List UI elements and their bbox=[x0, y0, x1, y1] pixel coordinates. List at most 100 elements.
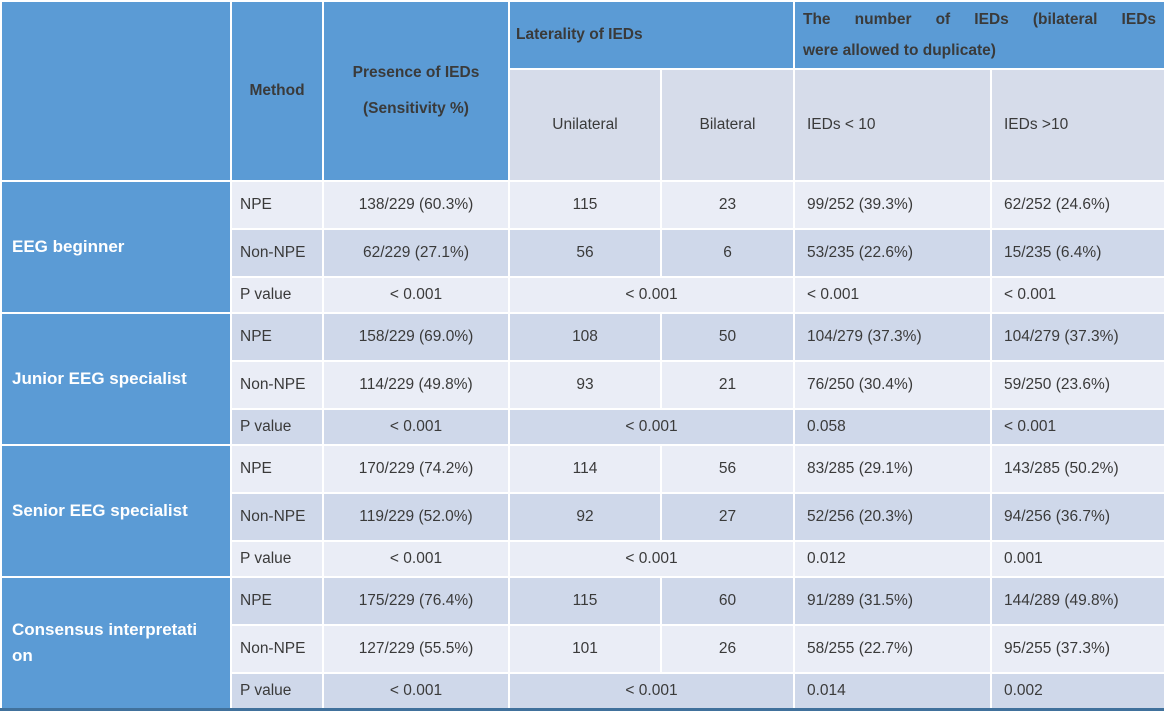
unilateral-cell: 114 bbox=[508, 444, 662, 494]
ieds-lt10-cell: 83/285 (29.1%) bbox=[793, 444, 992, 494]
ieds-gt10-cell: 144/289 (49.8%) bbox=[989, 576, 1164, 626]
presence-cell: 158/229 (69.0%) bbox=[322, 312, 510, 362]
corner-header-cell bbox=[0, 0, 232, 182]
bilateral-cell: 6 bbox=[660, 228, 795, 278]
ieds-lt10-cell: 104/279 (37.3%) bbox=[793, 312, 992, 362]
presence-cell: 170/229 (74.2%) bbox=[322, 444, 510, 494]
presence-cell: < 0.001 bbox=[322, 672, 510, 710]
ieds-lt10-cell: 76/250 (30.4%) bbox=[793, 360, 992, 410]
ieds-lt10-cell: 53/235 (22.6%) bbox=[793, 228, 992, 278]
table-row: EEG beginner NPE 138/229 (60.3%) 115 23 … bbox=[0, 180, 1164, 314]
bilateral-cell: 26 bbox=[660, 624, 795, 674]
method-cell: Non-NPE bbox=[230, 492, 324, 542]
number-header-line2: were allowed to duplicate) bbox=[803, 42, 996, 59]
method-cell: P value bbox=[230, 408, 324, 446]
table-row: Non-NPE 114/229 (49.8%) 93 21 76/250 (30… bbox=[1, 360, 1164, 410]
presence-cell: < 0.001 bbox=[322, 408, 510, 446]
unilateral-cell: 101 bbox=[508, 624, 662, 674]
number-header-line1: The number of IEDs (bilateral IEDs bbox=[803, 11, 1157, 28]
presence-cell: 127/229 (55.5%) bbox=[322, 624, 510, 674]
ieds-lt10-cell: 99/252 (39.3%) bbox=[793, 180, 992, 230]
presence-cell: 175/229 (76.4%) bbox=[322, 576, 510, 626]
presence-header-line1: Presence of IEDs bbox=[352, 64, 480, 81]
p-laterality-cell: < 0.001 bbox=[508, 672, 795, 710]
unilateral-cell: 115 bbox=[508, 576, 662, 626]
ieds-lt10-cell: 0.058 bbox=[793, 408, 992, 446]
presence-cell: 119/229 (52.0%) bbox=[322, 492, 510, 542]
method-header-cell: Method bbox=[230, 0, 324, 182]
method-cell: Non-NPE bbox=[230, 624, 324, 674]
unilateral-cell: 92 bbox=[508, 492, 662, 542]
bilateral-cell: 27 bbox=[660, 492, 795, 542]
bilateral-cell: 23 bbox=[660, 180, 795, 230]
ieds-gt10-cell: 94/256 (36.7%) bbox=[989, 492, 1164, 542]
bilateral-cell: 60 bbox=[660, 576, 795, 626]
method-cell: P value bbox=[230, 276, 324, 314]
ieds-lt10-cell: 0.014 bbox=[793, 672, 992, 710]
presence-header-line2: (Sensitivity %) bbox=[363, 100, 469, 117]
group-label-cell: Senior EEG specialist bbox=[0, 444, 232, 578]
table-row: Non-NPE 119/229 (52.0%) 92 27 52/256 (20… bbox=[1, 492, 1164, 542]
presence-cell: < 0.001 bbox=[322, 276, 510, 314]
ieds-gt10-cell: < 0.001 bbox=[989, 408, 1164, 446]
unilateral-cell: 56 bbox=[508, 228, 662, 278]
method-cell: Non-NPE bbox=[230, 228, 324, 278]
table-row: P value < 0.001 < 0.001 0.058 < 0.001 bbox=[1, 408, 1164, 446]
header-row-top: Method Presence of IEDs (Sensitivity %) … bbox=[0, 0, 1164, 182]
ieds-lt10-cell: 52/256 (20.3%) bbox=[793, 492, 992, 542]
number-of-ieds-header-cell: The number of IEDs (bilateral IEDs were … bbox=[792, 0, 1164, 70]
group-label-cell: Consensus interpretation bbox=[0, 576, 232, 710]
table-row: Junior EEG specialist NPE 158/229 (69.0%… bbox=[0, 312, 1164, 446]
table-row: P value < 0.001 < 0.001 < 0.001 < 0.001 bbox=[1, 276, 1164, 314]
method-cell: NPE bbox=[230, 444, 324, 494]
ieds-gt10-cell: 95/255 (37.3%) bbox=[989, 624, 1164, 674]
p-laterality-cell: < 0.001 bbox=[508, 540, 795, 578]
method-cell: P value bbox=[230, 540, 324, 578]
table-row: P value < 0.001 < 0.001 0.012 0.001 bbox=[1, 540, 1164, 578]
method-cell: P value bbox=[230, 672, 324, 710]
presence-cell: < 0.001 bbox=[322, 540, 510, 578]
unilateral-cell: 93 bbox=[508, 360, 662, 410]
ieds-gt10-cell: 15/235 (6.4%) bbox=[989, 228, 1164, 278]
ieds-gt10-cell: 143/285 (50.2%) bbox=[989, 444, 1164, 494]
bilateral-cell: 56 bbox=[660, 444, 795, 494]
presence-cell: 138/229 (60.3%) bbox=[322, 180, 510, 230]
method-cell: NPE bbox=[230, 180, 324, 230]
group-label-cell: Junior EEG specialist bbox=[0, 312, 232, 446]
ieds-lt10-cell: 91/289 (31.5%) bbox=[793, 576, 992, 626]
laterality-header-cell: Laterality of IEDs bbox=[508, 0, 795, 70]
unilateral-subheader-cell: Unilateral bbox=[508, 68, 662, 182]
p-laterality-cell: < 0.001 bbox=[508, 276, 795, 314]
ieds-gt10-cell: 0.001 bbox=[989, 540, 1164, 578]
ieds-lt10-cell: 0.012 bbox=[793, 540, 992, 578]
ieds-gt10-cell: < 0.001 bbox=[989, 276, 1164, 314]
ieds-gt10-cell: 104/279 (37.3%) bbox=[989, 312, 1164, 362]
ieds-gt10-cell: 62/252 (24.6%) bbox=[989, 180, 1164, 230]
presence-header-cell: Presence of IEDs (Sensitivity %) bbox=[322, 0, 510, 182]
table-row: Consensus interpretation NPE 175/229 (76… bbox=[0, 576, 1164, 710]
table-row: Non-NPE 127/229 (55.5%) 101 26 58/255 (2… bbox=[1, 624, 1164, 674]
presence-cell: 114/229 (49.8%) bbox=[322, 360, 510, 410]
bilateral-cell: 21 bbox=[660, 360, 795, 410]
ieds-gt10-cell: 0.002 bbox=[989, 672, 1164, 710]
p-laterality-cell: < 0.001 bbox=[508, 408, 795, 446]
bilateral-subheader-cell: Bilateral bbox=[660, 68, 795, 182]
presence-cell: 62/229 (27.1%) bbox=[322, 228, 510, 278]
group-label-cell: EEG beginner bbox=[0, 180, 232, 314]
bilateral-cell: 50 bbox=[660, 312, 795, 362]
table-row: P value < 0.001 < 0.001 0.014 0.002 bbox=[1, 672, 1164, 710]
unilateral-cell: 115 bbox=[508, 180, 662, 230]
method-cell: NPE bbox=[230, 576, 324, 626]
ieds-lt10-subheader-cell: IEDs < 10 bbox=[793, 68, 992, 182]
ieds-gt10-cell: 59/250 (23.6%) bbox=[989, 360, 1164, 410]
table-row: Senior EEG specialist NPE 170/229 (74.2%… bbox=[0, 444, 1164, 578]
header-row-sub: Unilateral Bilateral IEDs < 10 IEDs >10 bbox=[1, 68, 1164, 182]
ieds-lt10-cell: < 0.001 bbox=[793, 276, 992, 314]
method-cell: NPE bbox=[230, 312, 324, 362]
method-cell: Non-NPE bbox=[230, 360, 324, 410]
ieds-gt10-subheader-cell: IEDs >10 bbox=[989, 68, 1164, 182]
unilateral-cell: 108 bbox=[508, 312, 662, 362]
ieds-lt10-cell: 58/255 (22.7%) bbox=[793, 624, 992, 674]
table-row: Non-NPE 62/229 (27.1%) 56 6 53/235 (22.6… bbox=[1, 228, 1164, 278]
